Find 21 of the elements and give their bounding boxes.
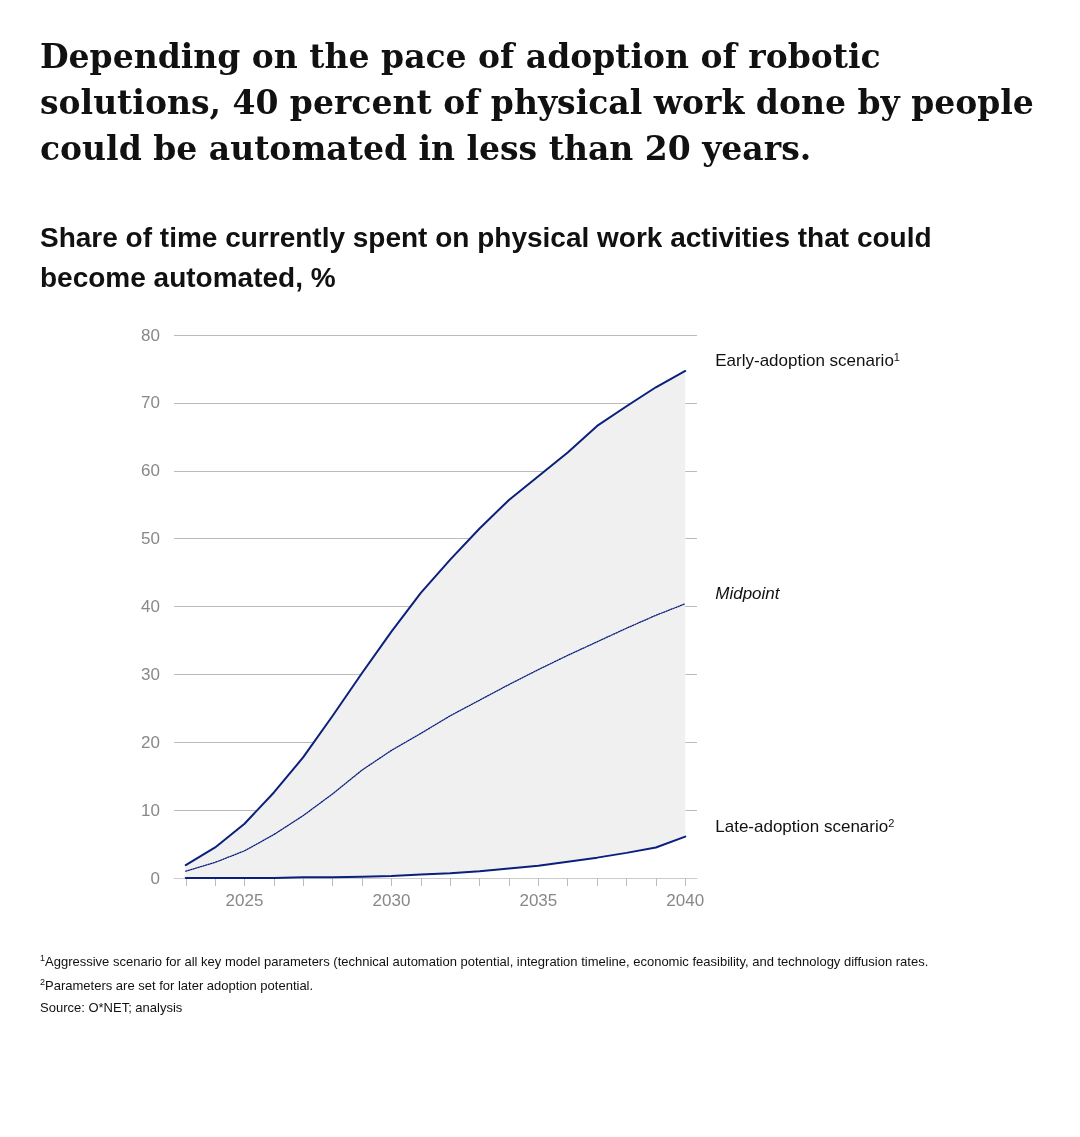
text: $^{1}$Aggressive scenario for all key model parameters (technical automation potential, integration timeline, economic feasibility, and technology diffusion rates. [40, 952, 930, 972]
x-tick-label: 2030 [372, 891, 411, 910]
line-series [184, 835, 687, 879]
y-tick-label: 0 [150, 868, 160, 888]
line-series [185, 603, 686, 872]
x-tick-label: 2035 [519, 891, 558, 910]
y-tick-label: 40 [141, 597, 160, 616]
y-tick-label: 20 [141, 732, 160, 752]
y-tick-label: 80 [141, 325, 160, 345]
x-tick-label: 2040 [666, 891, 705, 910]
source-note: Source: O*NET; analysis [40, 998, 184, 1017]
y-tick-label: 60 [141, 461, 160, 481]
y-tick-label: 70 [141, 393, 160, 413]
chart-title: Depending on the pace of adoption of robotic solutions, 40 percent of physical work done by people could be automated in less than 20 years. [40, 36, 1035, 170]
series-label: Midpoint [715, 584, 781, 604]
y-tick-label: 10 [141, 800, 160, 820]
chart-subtitle: Share of time currently spent on physical work activities that could become automated, % [40, 221, 933, 295]
y-tick-label: 30 [141, 664, 160, 684]
text: $^{2}$Parameters are set for later adoption potential. [40, 976, 315, 996]
y-tick-label: 50 [141, 529, 160, 549]
x-tick-label: 2025 [225, 891, 264, 910]
